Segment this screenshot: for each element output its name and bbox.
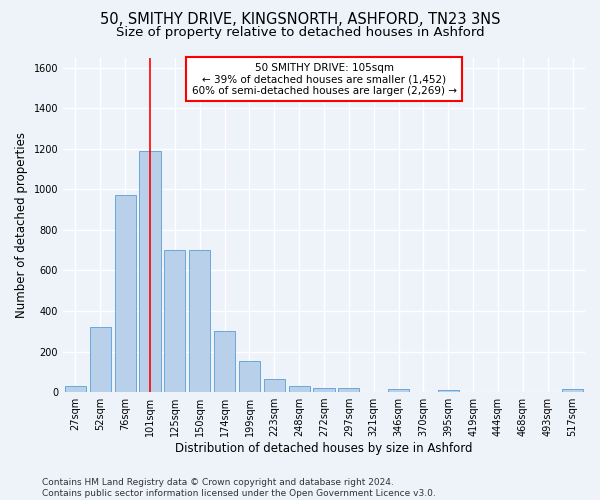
Text: Contains HM Land Registry data © Crown copyright and database right 2024.
Contai: Contains HM Land Registry data © Crown c… bbox=[42, 478, 436, 498]
Bar bbox=[164, 250, 185, 392]
Bar bbox=[214, 331, 235, 392]
Bar bbox=[115, 196, 136, 392]
Bar bbox=[313, 388, 335, 392]
Bar bbox=[264, 379, 285, 392]
Bar bbox=[239, 360, 260, 392]
Text: 50 SMITHY DRIVE: 105sqm
← 39% of detached houses are smaller (1,452)
60% of semi: 50 SMITHY DRIVE: 105sqm ← 39% of detache… bbox=[191, 62, 457, 96]
Bar bbox=[189, 250, 211, 392]
Bar bbox=[139, 151, 161, 392]
Bar bbox=[388, 389, 409, 392]
Y-axis label: Number of detached properties: Number of detached properties bbox=[15, 132, 28, 318]
Bar bbox=[289, 386, 310, 392]
Text: 50, SMITHY DRIVE, KINGSNORTH, ASHFORD, TN23 3NS: 50, SMITHY DRIVE, KINGSNORTH, ASHFORD, T… bbox=[100, 12, 500, 28]
Bar bbox=[65, 386, 86, 392]
Bar bbox=[438, 390, 459, 392]
Bar bbox=[562, 389, 583, 392]
X-axis label: Distribution of detached houses by size in Ashford: Distribution of detached houses by size … bbox=[175, 442, 473, 455]
Bar bbox=[338, 388, 359, 392]
Bar bbox=[90, 327, 111, 392]
Text: Size of property relative to detached houses in Ashford: Size of property relative to detached ho… bbox=[116, 26, 484, 39]
